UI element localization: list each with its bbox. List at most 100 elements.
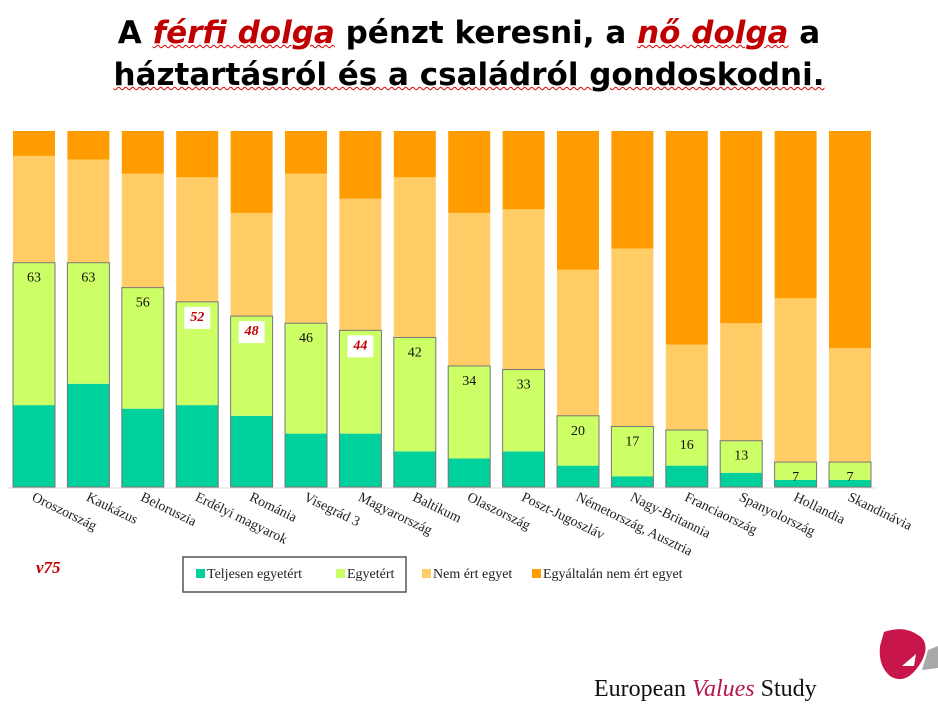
bar-segment-teljesen-egyet-rt-erd-lyi-magyarok bbox=[176, 405, 219, 487]
bar-segment-egyet-rt-olaszorsz-g bbox=[448, 365, 491, 459]
bar-segment-egy-ltal-n-nem-rt-egyet-baltikum bbox=[393, 131, 436, 178]
bar-segment-egy-ltal-n-nem-rt-egyet-skandin-via bbox=[829, 131, 871, 349]
bar-segment-egy-ltal-n-nem-rt-egyet-hollandia bbox=[774, 131, 817, 299]
category-label: Beloruszia bbox=[138, 490, 199, 530]
category-label: Erdélyi magyarok bbox=[192, 490, 289, 548]
data-label: 63 bbox=[81, 271, 95, 286]
title-line-2: háztartásról és a családról gondoskodni. bbox=[113, 57, 825, 93]
bar-segment-egyet-rt-poszt-jugoszl-v bbox=[502, 369, 545, 452]
bar-segment-teljesen-egyet-rt-visegr-d-3 bbox=[285, 433, 327, 487]
bar-segment-nem-rt-egyet-hollandia bbox=[774, 298, 817, 463]
bar-segment-teljesen-egyet-rt-hollandia bbox=[774, 479, 817, 487]
agree-total-outline bbox=[284, 322, 328, 488]
bar-segment-teljesen-egyet-rt-franciaorsz-g bbox=[665, 465, 708, 487]
bar-segment-nem-rt-egyet-oroszorsz-g bbox=[13, 155, 55, 263]
legend-swatch-egyet-rt bbox=[336, 569, 345, 578]
bar-segment-teljesen-egyet-rt-nagy-britannia bbox=[611, 476, 654, 487]
agree-total-outline bbox=[12, 262, 56, 488]
legend-label-egyet-rt: Egyetért bbox=[347, 567, 395, 582]
data-label: 34 bbox=[462, 374, 476, 389]
evs-logo-icon bbox=[879, 629, 938, 680]
agree-total-outline bbox=[393, 336, 437, 488]
legend-label-egy-ltal-n-nem-rt-egyet: Egyáltalán nem ért egyet bbox=[543, 567, 683, 582]
agree-total-outline bbox=[665, 429, 709, 488]
agree-total-outline bbox=[719, 440, 763, 488]
bar-segment-egy-ltal-n-nem-rt-egyet-visegr-d-3 bbox=[285, 131, 327, 174]
legend-swatch-egy-ltal-n-nem-rt-egyet bbox=[532, 569, 541, 578]
data-label: 48 bbox=[244, 324, 259, 339]
legend-swatch-teljesen-egyet-rt bbox=[196, 569, 205, 578]
legend-label-nem-rt-egyet: Nem ért egyet bbox=[433, 567, 512, 582]
bar-segment-egyet-rt-n-metorsz-g-ausztria bbox=[557, 415, 599, 466]
bar-segment-egyet-rt-spanyolorsz-g bbox=[720, 440, 763, 473]
bar-segment-teljesen-egyet-rt-skandin-via bbox=[829, 479, 871, 487]
bar-segment-egyet-rt-nagy-britannia bbox=[611, 426, 654, 477]
bar-segment-teljesen-egyet-rt-rom-nia bbox=[230, 415, 273, 487]
bar-segment-nem-rt-egyet-kauk-zus bbox=[67, 159, 110, 263]
data-label: 13 bbox=[734, 449, 748, 464]
variable-code: v75 bbox=[36, 558, 61, 577]
bar-segment-teljesen-egyet-rt-oroszorsz-g bbox=[13, 405, 55, 487]
data-label: 20 bbox=[571, 424, 585, 439]
bar-segment-egyet-rt-baltikum bbox=[393, 337, 436, 452]
bar-segment-teljesen-egyet-rt-spanyolorsz-g bbox=[720, 472, 763, 487]
bar-segment-nem-rt-egyet-franciaorsz-g bbox=[665, 344, 708, 431]
bar-segment-egy-ltal-n-nem-rt-egyet-kauk-zus bbox=[67, 131, 110, 160]
title-line-1: A férfi dolga pénzt keresni, a nő dolga … bbox=[117, 15, 821, 51]
bar-segment-egy-ltal-n-nem-rt-egyet-franciaorsz-g bbox=[665, 131, 708, 345]
bar-segment-egy-ltal-n-nem-rt-egyet-rom-nia bbox=[230, 131, 273, 213]
bar-segment-egy-ltal-n-nem-rt-egyet-beloruszia bbox=[121, 131, 164, 174]
bar-segment-nem-rt-egyet-magyarorsz-g bbox=[339, 198, 382, 331]
data-label: 42 bbox=[408, 345, 422, 360]
bar-segment-teljesen-egyet-rt-beloruszia bbox=[121, 408, 164, 487]
agree-total-outline bbox=[556, 415, 600, 488]
bar-segment-nem-rt-egyet-olaszorsz-g bbox=[448, 212, 491, 366]
data-label: 44 bbox=[352, 338, 367, 353]
title-emphasis-men: férfi dolga bbox=[152, 15, 335, 51]
bar-segment-egyet-rt-oroszorsz-g bbox=[13, 262, 55, 406]
data-label: 56 bbox=[136, 296, 150, 311]
agree-total-outline bbox=[230, 315, 274, 488]
bar-segment-teljesen-egyet-rt-kauk-zus bbox=[67, 383, 110, 487]
bar-segment-teljesen-egyet-rt-n-metorsz-g-ausztria bbox=[557, 465, 599, 487]
bar-segment-teljesen-egyet-rt-poszt-jugoszl-v bbox=[502, 451, 545, 487]
bar-segment-egy-ltal-n-nem-rt-egyet-spanyolorsz-g bbox=[720, 131, 763, 324]
agree-total-outline bbox=[502, 369, 546, 488]
data-label: 7 bbox=[792, 470, 799, 485]
agree-total-outline bbox=[175, 301, 219, 488]
bar-segment-egy-ltal-n-nem-rt-egyet-nagy-britannia bbox=[611, 131, 654, 249]
slide-title: A férfi dolga pénzt keresni, a nő dolga … bbox=[0, 12, 938, 96]
data-label: 7 bbox=[847, 470, 854, 485]
data-label: 46 bbox=[299, 331, 313, 346]
agree-total-outline bbox=[828, 461, 872, 488]
title-emphasis-women: nő dolga bbox=[637, 15, 789, 51]
data-label: 16 bbox=[680, 438, 694, 453]
bar-segment-nem-rt-egyet-visegr-d-3 bbox=[285, 173, 327, 324]
category-label: Visegrád 3 bbox=[301, 490, 362, 530]
data-label: 52 bbox=[190, 310, 204, 325]
bar-segment-nem-rt-egyet-rom-nia bbox=[230, 212, 273, 317]
agree-total-outline bbox=[338, 329, 382, 488]
evs-logo: European Values Study bbox=[594, 676, 817, 702]
legend-label-teljesen-egyet-rt: Teljesen egyetért bbox=[207, 567, 302, 582]
data-label: 17 bbox=[625, 434, 639, 449]
bar-segment-egyet-rt-franciaorsz-g bbox=[665, 430, 708, 466]
bar-segment-nem-rt-egyet-spanyolorsz-g bbox=[720, 323, 763, 441]
bar-segment-nem-rt-egyet-n-metorsz-g-ausztria bbox=[557, 269, 599, 416]
bar-segment-teljesen-egyet-rt-olaszorsz-g bbox=[448, 458, 491, 487]
bar-segment-egyet-rt-skandin-via bbox=[829, 462, 871, 480]
bar-segment-teljesen-egyet-rt-magyarorsz-g bbox=[339, 433, 382, 487]
bar-segment-nem-rt-egyet-poszt-jugoszl-v bbox=[502, 209, 545, 370]
agree-total-outline bbox=[447, 365, 491, 488]
legend-box bbox=[182, 556, 407, 593]
bar-segment-egyet-rt-beloruszia bbox=[121, 287, 164, 409]
category-label: Skandinávia bbox=[845, 490, 914, 534]
bar-segment-nem-rt-egyet-erd-lyi-magyarok bbox=[176, 177, 219, 302]
legend-swatch-nem-rt-egyet bbox=[422, 569, 431, 578]
data-label-highlight-box bbox=[184, 306, 211, 329]
bar-segment-egy-ltal-n-nem-rt-egyet-erd-lyi-magyarok bbox=[176, 131, 219, 178]
bar-segment-nem-rt-egyet-skandin-via bbox=[829, 348, 871, 463]
bar-segment-teljesen-egyet-rt-baltikum bbox=[393, 451, 436, 487]
bar-segment-egy-ltal-n-nem-rt-egyet-poszt-jugoszl-v bbox=[502, 131, 545, 210]
